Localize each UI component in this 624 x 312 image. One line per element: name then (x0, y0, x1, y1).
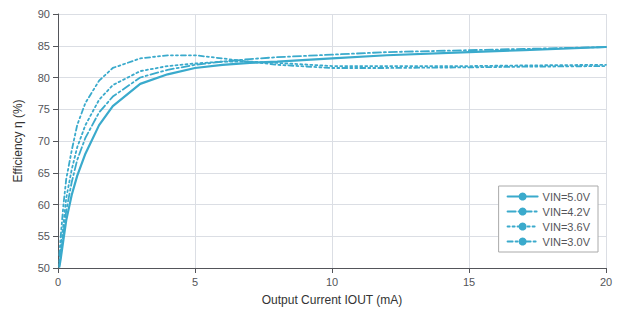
svg-text:VIN=5.0V: VIN=5.0V (543, 191, 591, 203)
svg-text:55: 55 (38, 230, 50, 242)
svg-text:70: 70 (38, 135, 50, 147)
svg-text:VIN=3.0V: VIN=3.0V (543, 236, 591, 248)
svg-text:60: 60 (38, 199, 50, 211)
svg-text:20: 20 (600, 276, 612, 288)
svg-text:50: 50 (38, 262, 50, 274)
svg-text:0: 0 (55, 276, 61, 288)
svg-text:5: 5 (192, 276, 198, 288)
svg-text:65: 65 (38, 167, 50, 179)
svg-text:90: 90 (38, 8, 50, 20)
svg-text:75: 75 (38, 103, 50, 115)
svg-text:Efficiency η (%): Efficiency η (%) (11, 99, 25, 182)
svg-text:15: 15 (463, 276, 475, 288)
svg-text:VIN=3.6V: VIN=3.6V (543, 221, 591, 233)
svg-text:80: 80 (38, 72, 50, 84)
svg-text:Output Current IOUT (mA): Output Current IOUT (mA) (262, 293, 402, 307)
svg-text:10: 10 (326, 276, 338, 288)
svg-text:85: 85 (38, 40, 50, 52)
svg-text:VIN=4.2V: VIN=4.2V (543, 206, 591, 218)
